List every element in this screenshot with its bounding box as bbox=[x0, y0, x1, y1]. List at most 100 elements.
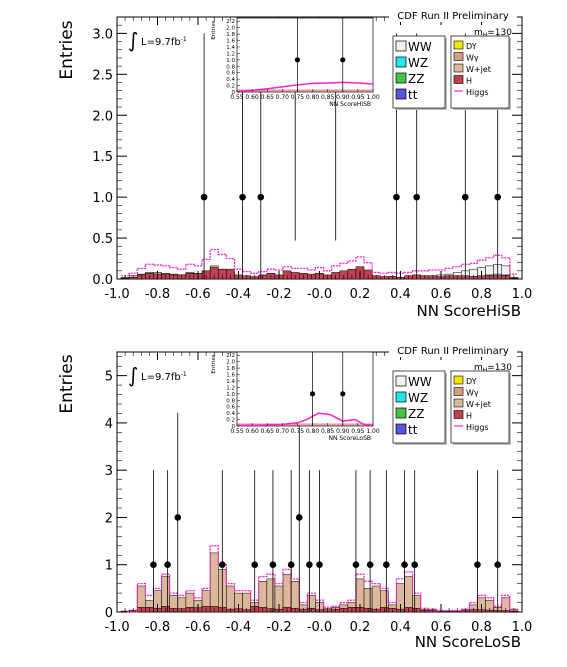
legend-label-r1: Wγ bbox=[466, 389, 479, 398]
inset-point-1 bbox=[340, 57, 346, 63]
legend-swatch-r0 bbox=[453, 375, 464, 385]
inset-y-tick-label-5: 1.0 bbox=[226, 58, 235, 64]
legend-swatch-r1 bbox=[453, 52, 464, 61]
data-point-7 bbox=[295, 514, 303, 521]
inset-ylabel: Entries bbox=[211, 20, 217, 39]
y-tick-label-3: 3 bbox=[105, 464, 113, 479]
legend-swatch-r2 bbox=[453, 63, 464, 73]
hisb-luminosity: L=9.7fb-1 bbox=[141, 36, 187, 48]
inset-point-1 bbox=[340, 391, 346, 397]
hisb-ylabel: Entries bbox=[57, 20, 77, 79]
inset-y-tick-label-6: 1.2 bbox=[226, 51, 235, 57]
legend-label-zz: ZZ bbox=[408, 407, 424, 421]
data-point-5 bbox=[393, 193, 400, 201]
bar-wjet-18 bbox=[266, 578, 276, 613]
x-tick-label-7: 0.4 bbox=[390, 287, 411, 302]
inset-y-tick-label-6: 1.2 bbox=[226, 385, 235, 391]
data-point-16 bbox=[494, 561, 502, 569]
x-tick-label-3: -0.4 bbox=[226, 620, 251, 635]
data-point-12 bbox=[383, 561, 390, 569]
data-point-0 bbox=[150, 561, 157, 569]
inset-x-tick-label-6: 0.85 bbox=[321, 94, 335, 101]
data-point-2 bbox=[174, 514, 182, 521]
x-tick-label-4: -0.2 bbox=[266, 287, 291, 302]
inset-y-tick-label-9: 1.8 bbox=[226, 366, 235, 372]
x-tick-label-7: 0.4 bbox=[390, 620, 411, 635]
legend-label-r3: H bbox=[466, 412, 472, 421]
bar-wjet-11 bbox=[209, 552, 219, 613]
inset-y-tick-label-5: 1.0 bbox=[226, 392, 235, 398]
x-tick-label-1: -0.8 bbox=[145, 287, 170, 302]
data-point-6 bbox=[287, 561, 295, 569]
losb-ylabel: Entries bbox=[57, 354, 77, 413]
inset-y-tick-label-4: 0.8 bbox=[226, 64, 235, 70]
hisb-title-box bbox=[389, 8, 517, 22]
inset-x-tick-label-8: 0.95 bbox=[351, 94, 365, 101]
y-tick-label-4: 2.0 bbox=[92, 109, 113, 124]
inset-point-0 bbox=[294, 57, 301, 63]
legend-label-ww: WW bbox=[408, 375, 432, 389]
hisb-integral-symbol: ∫ bbox=[128, 28, 138, 52]
legend-label-r2: W+jet bbox=[466, 65, 491, 74]
losb-data-points bbox=[150, 412, 502, 612]
inset-y-tick-label-0: 0 bbox=[232, 90, 236, 96]
x-tick-label-10: 1.0 bbox=[512, 287, 533, 302]
losb-legend: WW WZ ZZ tt DY Wγ W+jet H Higgs bbox=[392, 370, 511, 445]
inset-y-tick-label-7: 1.4 bbox=[226, 379, 235, 385]
hisb-inset: 0.55 0.60 0.65 0.70 0.75 0.80 0.85 0.90 0.95 1.00… bbox=[211, 17, 380, 108]
inset-y-tick-label-10: 2.0 bbox=[226, 360, 235, 366]
legend-swatch-tt bbox=[395, 423, 407, 435]
x-tick-label-6: 0.2 bbox=[350, 287, 371, 302]
losb-panel: -1.0 -0.8 -0.6 -0.4 -0.2 -0.0 0.2 0.4 0.6 0.8 1.0 … bbox=[57, 343, 532, 651]
legend-label-tt: tt bbox=[408, 88, 418, 102]
x-tick-label-2: -0.6 bbox=[185, 287, 210, 302]
legend-swatch-wz bbox=[395, 56, 407, 68]
data-point-7 bbox=[462, 193, 469, 201]
losb-luminosity: L=9.7fb-1 bbox=[141, 371, 187, 383]
inset-x-tick-label-7: 0.90 bbox=[336, 428, 350, 435]
losb-x-axis: -1.0 -0.8 -0.6 -0.4 -0.2 -0.0 0.2 0.4 0.6 0.8 1.0 bbox=[104, 352, 532, 635]
data-point-1 bbox=[164, 561, 171, 569]
x-tick-label-8: 0.6 bbox=[431, 620, 452, 635]
legend-label-ww: WW bbox=[408, 40, 432, 54]
data-point-4 bbox=[251, 561, 258, 569]
legend-label-zz: ZZ bbox=[408, 72, 424, 86]
inset-background-fill bbox=[238, 423, 372, 426]
losb-title: CDF Run II Preliminary bbox=[397, 346, 509, 357]
losb-inset: 0.55 0.60 0.65 0.70 0.75 0.80 0.85 0.90 0.95 1.00… bbox=[211, 351, 380, 442]
inset-background-fill bbox=[238, 89, 372, 92]
data-point-8 bbox=[306, 561, 313, 569]
inset-point-0 bbox=[309, 391, 316, 397]
legend-label-r4: Higgs bbox=[466, 423, 489, 432]
x-tick-label-9: 0.8 bbox=[471, 620, 492, 635]
data-point-2 bbox=[257, 193, 265, 201]
inset-x-tick-label-0: 0.55 bbox=[230, 428, 244, 435]
y-tick-label-1: 1 bbox=[105, 559, 113, 574]
inset-x-tick-label-4: 0.75 bbox=[291, 428, 305, 435]
inset-x-tick-label-3: 0.70 bbox=[276, 428, 290, 435]
x-tick-label-0: -1.0 bbox=[104, 620, 129, 635]
y-tick-label-0: 0 bbox=[105, 606, 113, 621]
data-point-15 bbox=[474, 561, 481, 569]
legend-swatch-r0 bbox=[453, 40, 464, 50]
y-tick-label-2: 1.0 bbox=[92, 191, 113, 206]
hisb-legend: WW WZ ZZ tt DY Wγ W+jet H Higgs bbox=[392, 35, 511, 110]
y-tick-label-6: 3.0 bbox=[92, 27, 113, 42]
x-tick-label-5: -0.0 bbox=[307, 287, 332, 302]
inset-x-tick-label-9: 1.00 bbox=[366, 428, 380, 435]
y-tick-label-1: 0.5 bbox=[92, 232, 113, 247]
x-tick-label-6: 0.2 bbox=[350, 620, 371, 635]
hisb-mass-label: mH=130 bbox=[474, 28, 512, 39]
inset-signal-line bbox=[236, 81, 374, 93]
y-tick-label-4: 4 bbox=[105, 417, 113, 432]
losb-integral-symbol: ∫ bbox=[128, 363, 138, 387]
data-point-10 bbox=[352, 561, 360, 569]
losb-xlabel: NN ScoreLoSB bbox=[415, 633, 521, 651]
bar-wjet-21 bbox=[290, 581, 300, 613]
data-point-13 bbox=[401, 561, 408, 569]
inset-x-tick-label-4: 0.75 bbox=[291, 94, 305, 101]
inset-x-tick-label-2: 0.65 bbox=[261, 94, 275, 101]
inset-x-tick-label-3: 0.70 bbox=[276, 94, 290, 101]
inset-xlabel: NN ScoreHiSB bbox=[329, 101, 371, 108]
inset-x-tick-label-9: 1.00 bbox=[366, 94, 380, 101]
